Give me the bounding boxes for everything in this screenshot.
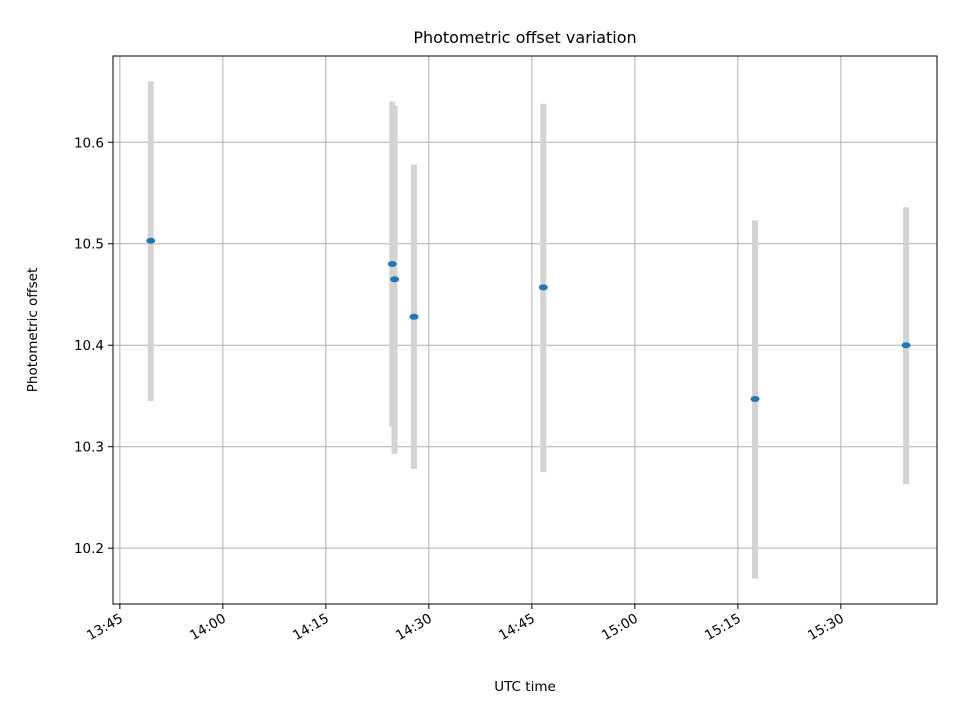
y-tick-label: 10.6 bbox=[74, 135, 104, 151]
x-tick-label: 15:15 bbox=[702, 611, 744, 644]
grid bbox=[113, 56, 937, 604]
chart-title: Photometric offset variation bbox=[413, 28, 636, 47]
x-axis-label: UTC time bbox=[494, 679, 556, 695]
data-point bbox=[146, 237, 156, 244]
y-axis-label: Photometric offset bbox=[25, 268, 41, 392]
y-tick-label: 10.3 bbox=[74, 440, 104, 456]
y-tick-label: 10.2 bbox=[74, 541, 104, 557]
y-tick-label: 10.4 bbox=[74, 338, 104, 354]
error-bars bbox=[147, 81, 910, 579]
x-tick-label: 15:30 bbox=[805, 611, 847, 644]
x-tick-label: 14:30 bbox=[393, 611, 435, 644]
x-tick-label: 14:45 bbox=[496, 611, 538, 644]
data-point bbox=[409, 313, 419, 320]
x-tick-label: 15:00 bbox=[599, 611, 641, 644]
x-tick-label: 14:00 bbox=[187, 611, 229, 644]
y-tick-label: 10.5 bbox=[74, 237, 104, 253]
ticks: 13:45 14:00 14:15 14:30 14:45 15:00 15:15 15:30… bbox=[74, 135, 847, 644]
data-point bbox=[390, 276, 400, 283]
data-point bbox=[901, 342, 911, 349]
data-point bbox=[387, 261, 397, 268]
x-tick-label: 14:15 bbox=[290, 611, 332, 644]
x-tick-label: 13:45 bbox=[84, 611, 126, 644]
data-point bbox=[750, 396, 760, 403]
plot-frame bbox=[112, 55, 938, 605]
data-points bbox=[146, 237, 911, 403]
data-point bbox=[538, 284, 548, 291]
